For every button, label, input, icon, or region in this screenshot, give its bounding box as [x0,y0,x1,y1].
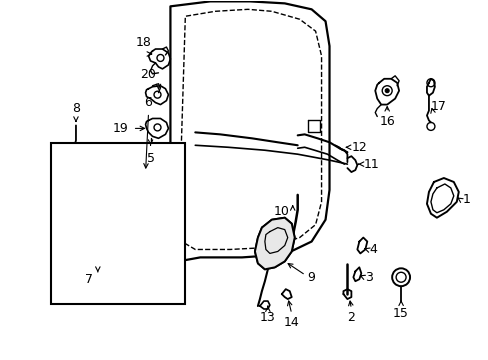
Text: 9: 9 [307,271,315,284]
Text: 16: 16 [379,114,394,127]
Text: 17: 17 [430,99,446,113]
Text: 14: 14 [283,316,299,329]
Text: 13: 13 [260,311,275,324]
Text: 19: 19 [113,122,128,135]
Text: 4: 4 [368,243,376,256]
Bar [51,143,185,304]
Text: 2: 2 [347,311,355,324]
Text: 1: 1 [462,193,469,206]
Text: 3: 3 [365,271,372,284]
Text: 7: 7 [85,273,93,286]
Text: 18: 18 [135,36,151,49]
Text: 20: 20 [141,68,156,81]
Text: 8: 8 [72,102,80,114]
Polygon shape [254,218,294,269]
Circle shape [385,89,388,93]
Text: 12: 12 [351,141,366,154]
Text: 10: 10 [273,205,289,218]
Text: 6: 6 [144,95,152,109]
Text: 15: 15 [392,307,408,320]
Text: 5: 5 [146,152,154,165]
Text: 11: 11 [363,158,378,171]
